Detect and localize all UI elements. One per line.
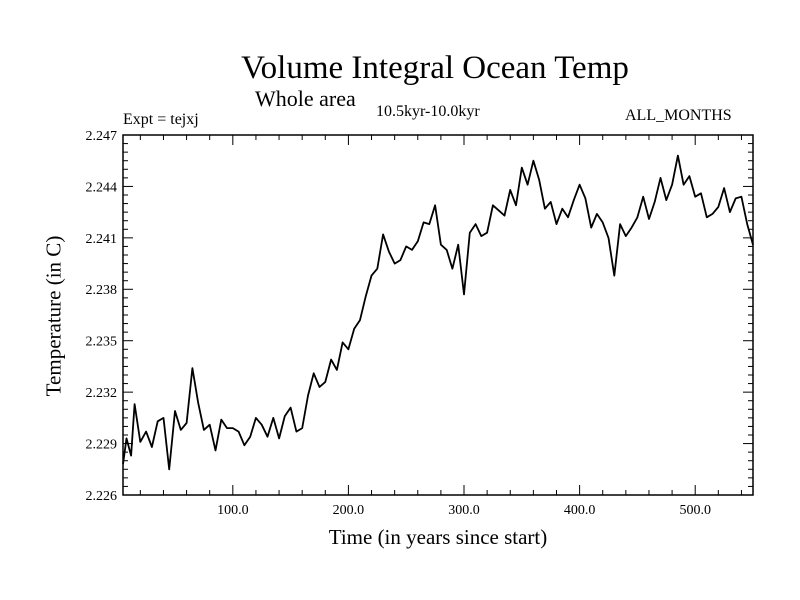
chart-title: Volume Integral Ocean Temp — [241, 50, 629, 86]
y-tick-label: 2.226 — [86, 489, 118, 504]
x-tick-label: 200.0 — [333, 503, 365, 518]
y-tick-label: 2.244 — [86, 180, 118, 195]
axis-ticks — [123, 134, 753, 496]
chart-subtitle: Whole area — [255, 86, 356, 111]
period-label: 10.5kyr-10.0kyr — [376, 103, 480, 120]
y-tick-label: 2.238 — [86, 283, 118, 298]
series-line-tejxj — [122, 154, 754, 471]
x-axis-label: Time (in years since start) — [328, 525, 548, 549]
y-tick-label: 2.232 — [86, 386, 118, 401]
y-tick-label: 2.241 — [86, 232, 118, 247]
y-tick-label: 2.247 — [86, 129, 118, 144]
months-label: ALL_MONTHS — [625, 107, 732, 124]
x-tick-label: 400.0 — [564, 503, 596, 518]
x-tick-label: 300.0 — [448, 503, 480, 518]
y-tick-label: 2.229 — [86, 437, 118, 452]
x-tick-label: 100.0 — [217, 503, 249, 518]
y-tick-label: 2.235 — [86, 335, 118, 350]
experiment-label: Expt = tejxj — [123, 111, 199, 128]
x-tick-label: 500.0 — [679, 503, 711, 518]
tick-labels: 100.0 200.0 300.0 400.0 500.0 2.226 2.229 2.232… — [86, 129, 711, 518]
